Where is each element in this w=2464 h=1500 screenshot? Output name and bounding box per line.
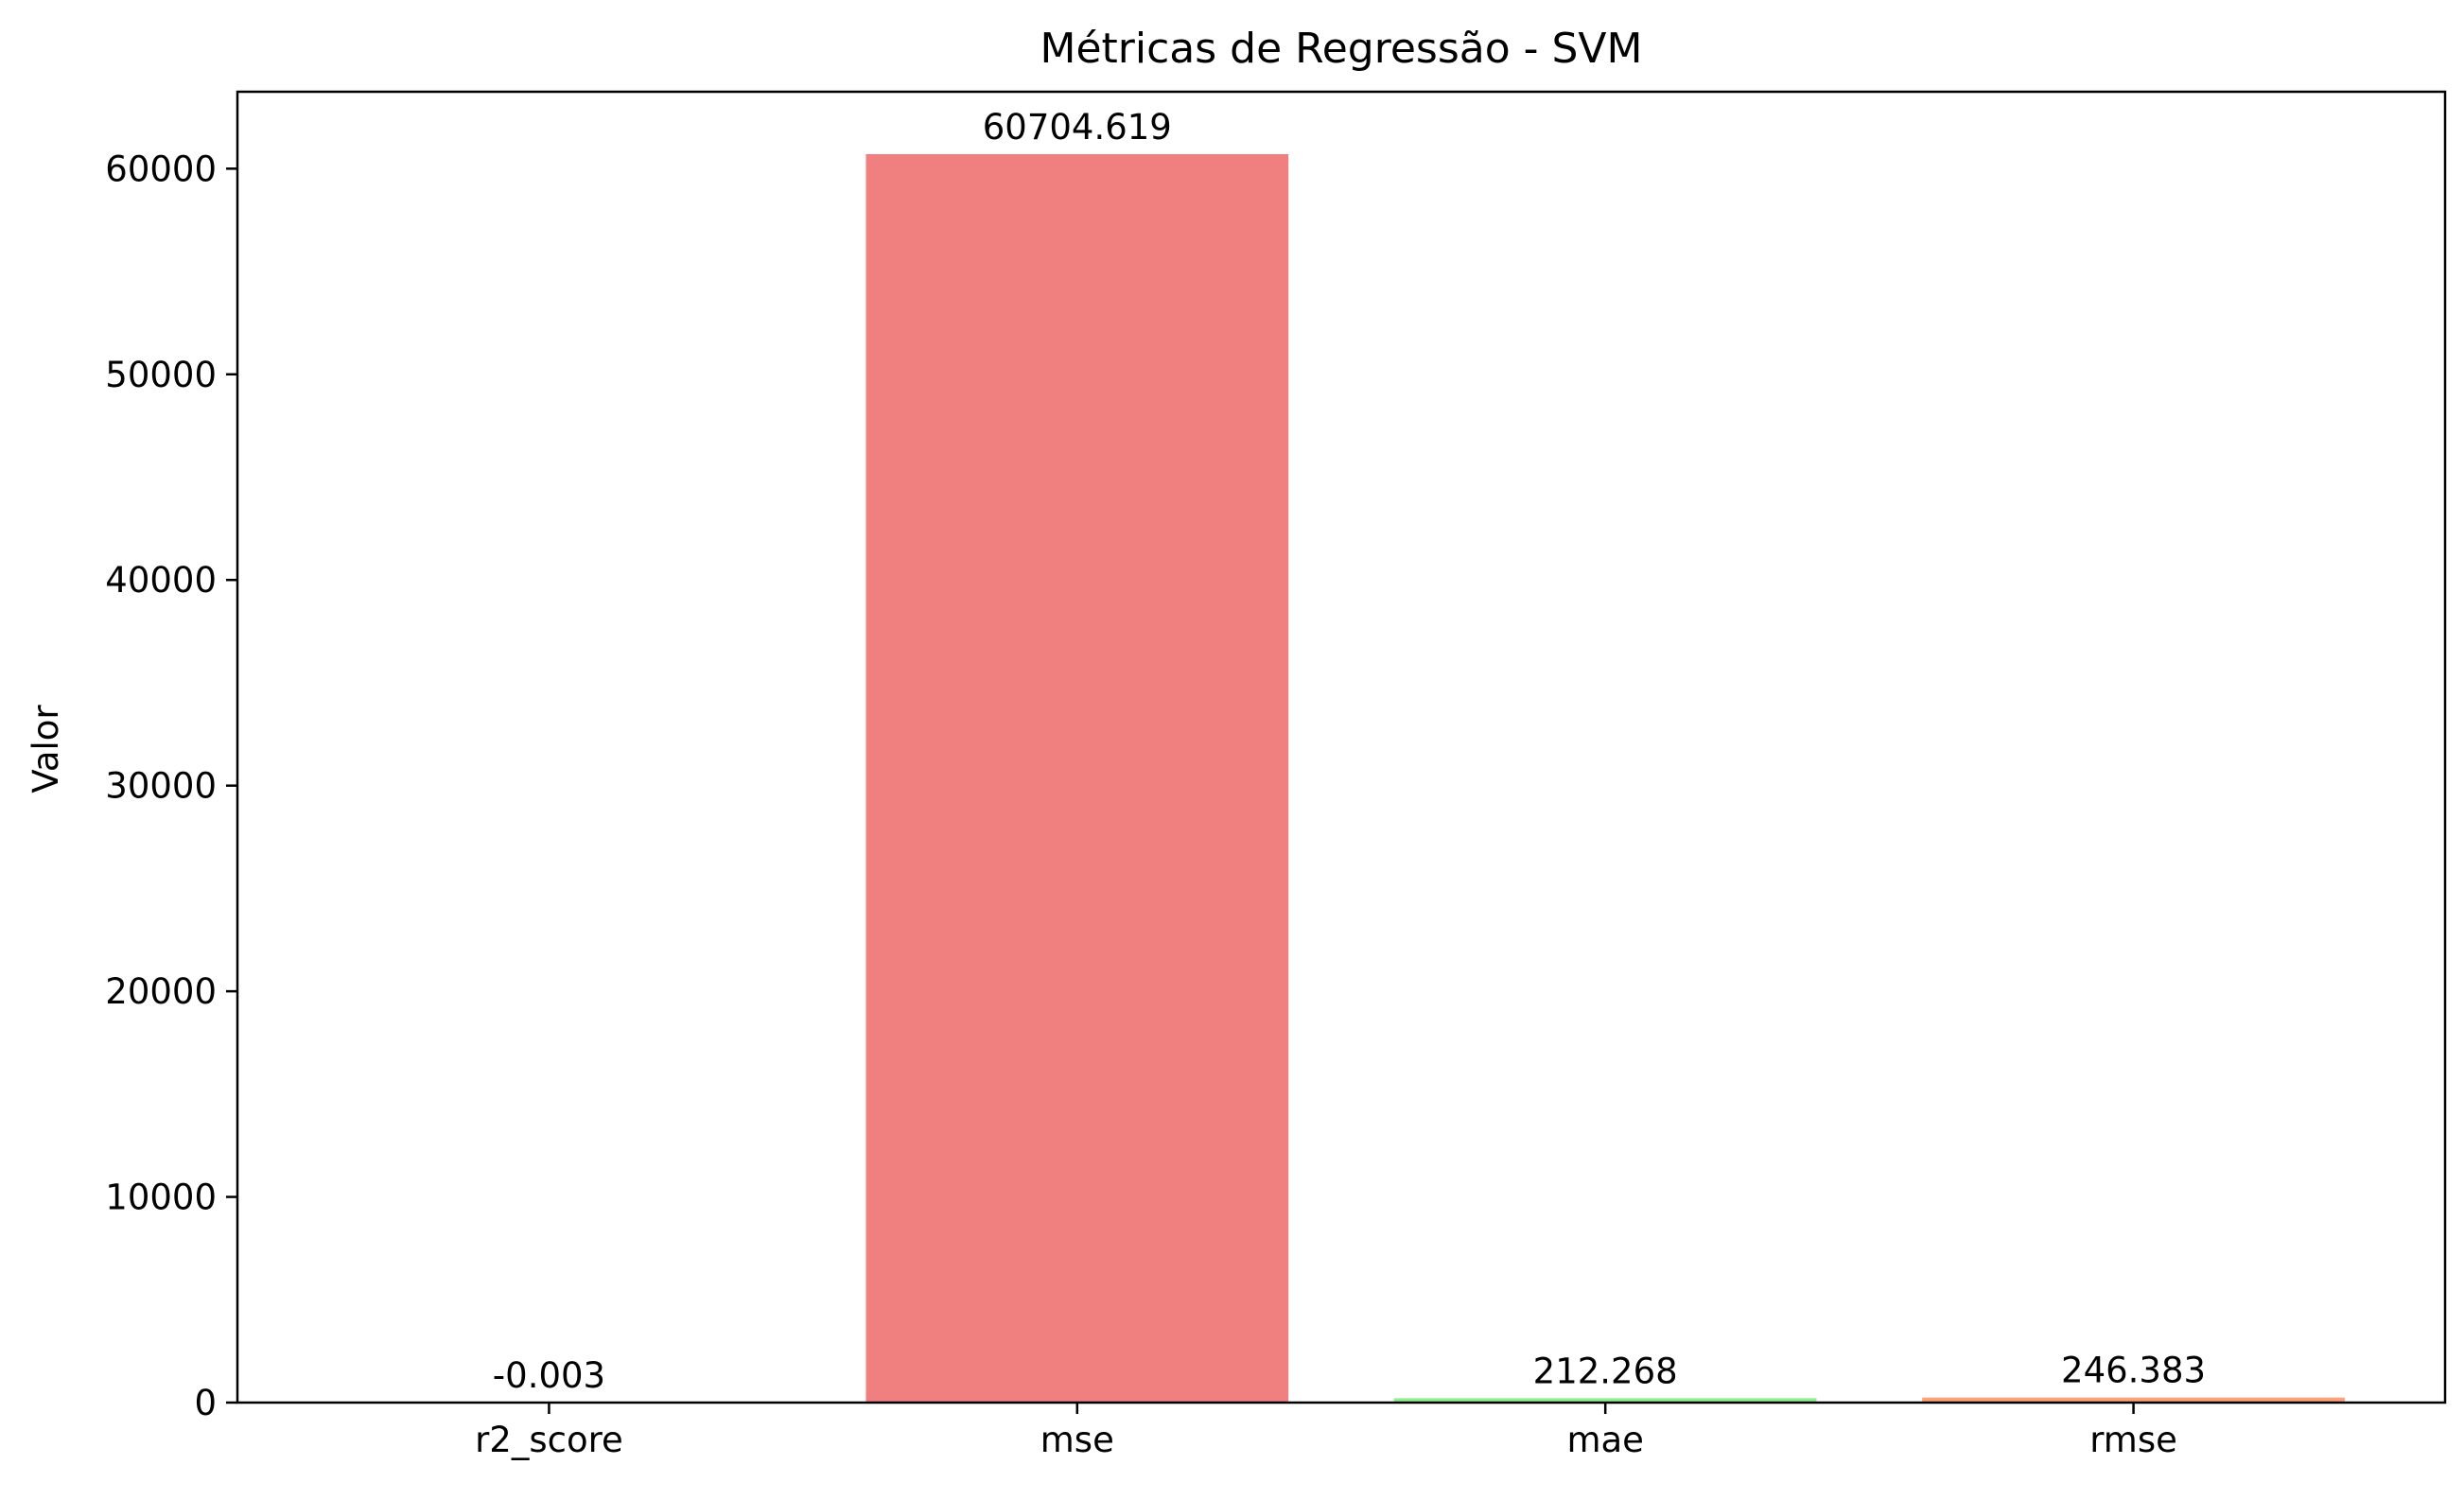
x-tick-label: r2_score xyxy=(475,1420,623,1460)
y-tick-label: 50000 xyxy=(105,355,217,395)
y-axis-label: Valor xyxy=(26,705,66,794)
data-label-mse: 60704.619 xyxy=(983,107,1172,148)
y-tick-label: 20000 xyxy=(105,971,217,1012)
bar-mse xyxy=(865,154,1288,1403)
y-tick-label: 0 xyxy=(194,1383,217,1423)
chart-title: Métricas de Regressão - SVM xyxy=(1040,25,1642,73)
y-tick-label: 60000 xyxy=(105,148,217,189)
x-tick-label: mae xyxy=(1566,1420,1643,1460)
data-label-rmse: 246.383 xyxy=(2061,1351,2206,1391)
y-tick-label: 30000 xyxy=(105,766,217,807)
x-tick-label: rmse xyxy=(2089,1420,2177,1460)
x-tick-label: mse xyxy=(1040,1420,1114,1460)
data-label-r2_score: -0.003 xyxy=(493,1355,605,1396)
y-tick-label: 40000 xyxy=(105,560,217,601)
data-label-mae: 212.268 xyxy=(1533,1351,1678,1391)
y-tick-label: 10000 xyxy=(105,1177,217,1218)
